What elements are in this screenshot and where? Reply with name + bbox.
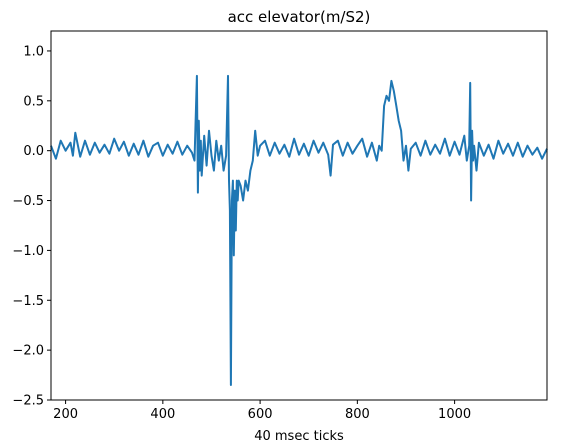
chart-title: acc elevator(m/S2) (228, 8, 371, 26)
x-axis: 200 400 600 800 1000 (53, 400, 471, 422)
x-tick-label: 1000 (438, 407, 471, 422)
x-tick-label: 400 (150, 407, 175, 422)
y-tick-label: −2.5 (12, 394, 44, 409)
y-tick-label: −0.5 (12, 194, 44, 209)
y-tick-label: −1.0 (12, 244, 44, 259)
series-line (50, 74, 548, 386)
x-tick-label: 800 (345, 407, 370, 422)
series-line-group (50, 74, 548, 386)
y-tick-label: −1.5 (12, 294, 44, 309)
x-tick-label: 200 (53, 407, 78, 422)
y-tick-label: −2.0 (12, 344, 44, 359)
x-axis-label: 40 msec ticks (254, 429, 344, 444)
y-tick-label: 0.0 (23, 144, 44, 159)
x-tick-label: 600 (248, 407, 273, 422)
plot-frame (50, 30, 548, 401)
y-tick-label: 1.0 (23, 44, 44, 59)
y-axis: 1.0 0.5 0.0 −0.5 −1.0 −1.5 −2.0 −2.5 (12, 44, 51, 409)
y-tick-label: 0.5 (23, 94, 44, 109)
